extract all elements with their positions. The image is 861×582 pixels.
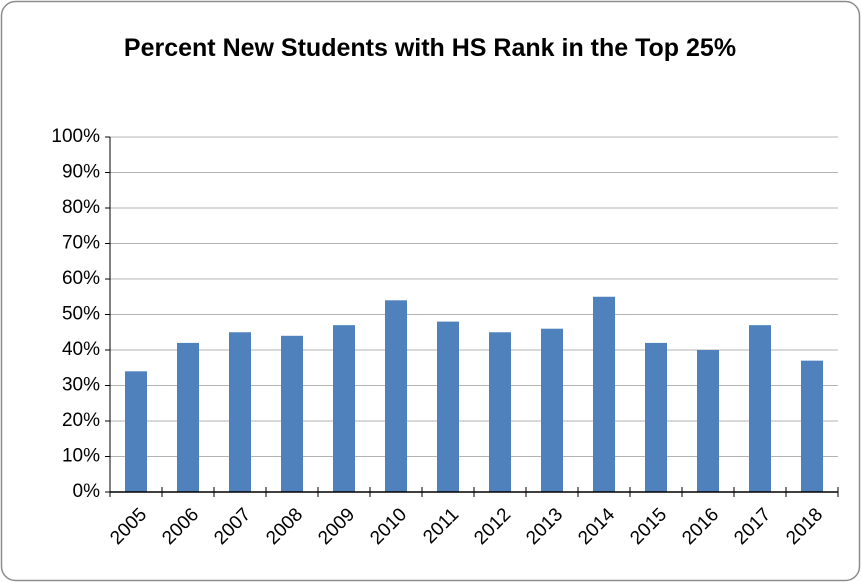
bar <box>645 342 667 492</box>
y-tick-label: 90% <box>62 162 100 183</box>
bar <box>749 325 771 492</box>
bar <box>437 321 459 492</box>
chart-title: Percent New Students with HS Rank in the… <box>123 34 737 62</box>
y-tick-label: 40% <box>62 339 100 360</box>
y-tick-label: 70% <box>62 233 100 254</box>
bar <box>125 371 147 492</box>
y-tick-label: 80% <box>62 197 100 218</box>
bar <box>489 332 511 492</box>
y-tick-label: 20% <box>62 410 100 431</box>
y-tick-label: 100% <box>51 126 100 147</box>
y-tick-label: 50% <box>62 304 100 325</box>
bar <box>281 335 303 492</box>
bar <box>593 296 615 492</box>
y-tick-label: 30% <box>62 375 100 396</box>
bar <box>385 300 407 492</box>
y-tick-label: 60% <box>62 268 100 289</box>
y-tick-label: 0% <box>73 481 101 502</box>
bar <box>801 360 823 492</box>
bar <box>541 328 563 492</box>
y-tick-label: 10% <box>62 446 100 467</box>
bar <box>177 342 199 492</box>
bar <box>333 325 355 492</box>
bar <box>229 332 251 492</box>
bar <box>697 350 719 492</box>
